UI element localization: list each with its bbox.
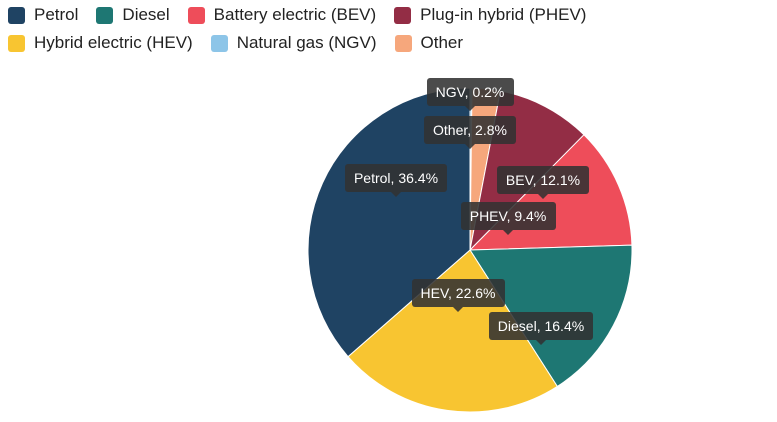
legend-item-diesel[interactable]: Diesel — [96, 4, 170, 26]
legend-item-bev[interactable]: Battery electric (BEV) — [187, 4, 377, 26]
data-label-box — [345, 164, 447, 192]
legend-label: Battery electric (BEV) — [213, 5, 377, 24]
data-label-text: Petrol, 36.4% — [354, 170, 438, 186]
legend-label: Hybrid electric (HEV) — [34, 33, 193, 52]
legend-swatch — [394, 6, 412, 24]
pie-slice-petrol[interactable] — [307, 87, 471, 358]
data-label-pointer — [391, 192, 401, 197]
data-label-phev: PHEV, 9.4% — [461, 202, 556, 235]
legend-swatch — [8, 6, 25, 24]
legend-swatch — [394, 34, 412, 52]
legend-swatch — [96, 6, 114, 24]
legend-item-phev[interactable]: Plug-in hybrid (PHEV) — [394, 4, 586, 26]
legend-swatch — [187, 6, 205, 24]
legend-swatch — [210, 34, 228, 52]
data-label-text: BEV, 12.1% — [506, 172, 580, 188]
data-label-pointer — [538, 194, 548, 199]
legend-swatch — [8, 34, 25, 52]
pie-slice-hev[interactable] — [347, 249, 559, 413]
data-label-ngv: NGV, 0.2% — [427, 78, 514, 111]
data-label-petrol: Petrol, 36.4% — [345, 164, 447, 197]
legend-label: Other — [420, 33, 464, 52]
data-label-box — [427, 78, 514, 106]
data-label-pointer — [503, 230, 513, 235]
data-label-pointer — [536, 340, 546, 345]
data-label-box — [489, 312, 593, 340]
data-label-box — [461, 202, 556, 230]
data-label-text: Other, 2.8% — [433, 122, 507, 138]
legend-item-ngv[interactable]: Natural gas (NGV) — [210, 32, 377, 54]
legend-label: Diesel — [122, 5, 170, 24]
data-label-box — [497, 166, 589, 194]
data-label-pointer — [453, 307, 463, 312]
data-label-diesel: Diesel, 16.4% — [489, 312, 593, 345]
data-label-other: Other, 2.8% — [424, 116, 516, 149]
data-label-bev: BEV, 12.1% — [497, 166, 589, 199]
data-labels: NGV, 0.2% Other, 2.8% PHEV, 9.4% BEV, 12.1%… — [345, 78, 593, 345]
data-label-text: HEV, 22.6% — [421, 285, 496, 301]
data-label-pointer — [465, 106, 475, 111]
data-label-text: NGV, 0.2% — [436, 84, 505, 100]
data-label-text: PHEV, 9.4% — [470, 208, 547, 224]
chart-legend: Petrol Diesel Battery electric (BEV) Plug-i… — [8, 4, 768, 54]
legend-label: Petrol — [34, 5, 79, 24]
legend-item-hev[interactable]: Hybrid electric (HEV) — [8, 32, 193, 54]
data-label-box — [412, 279, 505, 307]
data-label-hev: HEV, 22.6% — [412, 279, 505, 312]
legend-label: Plug-in hybrid (PHEV) — [420, 5, 587, 24]
legend-item-petrol[interactable]: Petrol — [8, 4, 78, 26]
data-label-pointer — [465, 144, 475, 149]
data-label-box — [424, 116, 516, 144]
legend-item-other[interactable]: Other — [394, 32, 464, 54]
data-label-text: Diesel, 16.4% — [498, 318, 584, 334]
legend-label: Natural gas (NGV) — [236, 33, 377, 52]
